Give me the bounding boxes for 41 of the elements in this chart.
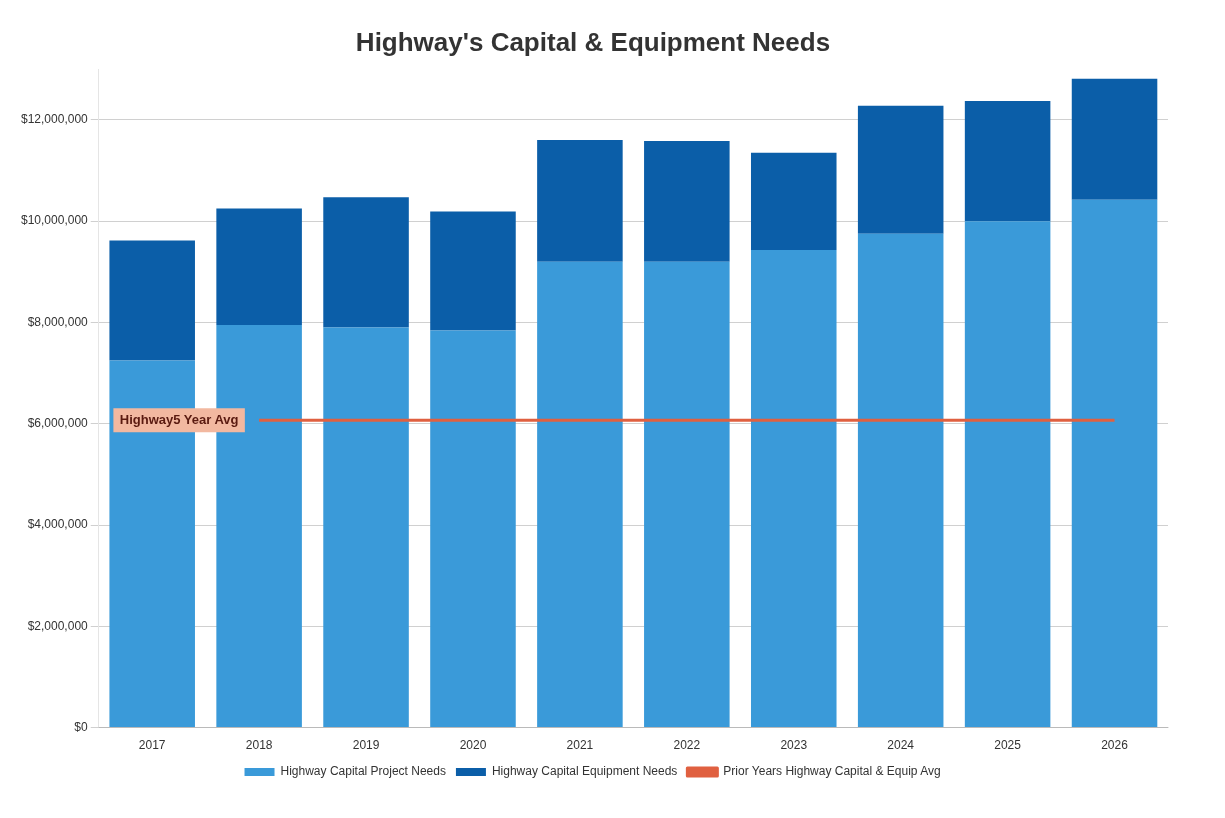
- legend-label: Prior Years Highway Capital & Equip Avg: [723, 764, 941, 779]
- y-tick-label: $10,000,000: [21, 213, 89, 228]
- x-tick-label: 2023: [780, 738, 808, 753]
- bar: [216, 324, 302, 728]
- y-tick-label: $4,000,000: [27, 517, 89, 532]
- y-tick-label: $8,000,000: [27, 314, 89, 329]
- bar: [750, 250, 837, 728]
- legend-label: Highway Capital Equipment Needs: [491, 764, 678, 779]
- x-tick-label: 2019: [352, 738, 380, 753]
- annotation: Highway5 Year Avg: [119, 411, 239, 427]
- bar: [430, 330, 516, 728]
- bar: [644, 261, 730, 728]
- bar: [964, 221, 1051, 728]
- bar: [537, 140, 623, 262]
- x-tick-label: 2018: [245, 738, 273, 753]
- bar: [323, 327, 409, 728]
- y-tick-label: $2,000,000: [27, 618, 89, 633]
- bar: [1071, 78, 1158, 200]
- x-tick-label: 2021: [566, 738, 594, 753]
- chart-title: Highway's Capital & Equipment Needs: [355, 26, 831, 57]
- bar: [430, 211, 516, 331]
- bar: [216, 208, 302, 325]
- x-tick-label: 2024: [887, 738, 915, 753]
- bar: [1071, 199, 1158, 728]
- x-tick-label: 2017: [138, 738, 166, 753]
- y-tick-label: $6,000,000: [27, 416, 89, 431]
- y-tick-label: $12,000,000: [21, 112, 89, 127]
- x-tick-label: 2026: [1101, 738, 1129, 753]
- bar: [537, 261, 623, 728]
- bar: [323, 197, 409, 328]
- y-tick-label: $0: [74, 719, 89, 734]
- bar: [857, 233, 944, 728]
- x-tick-label: 2025: [994, 738, 1022, 753]
- x-tick-label: 2022: [673, 738, 701, 753]
- legend-label: Highway Capital Project Needs: [280, 764, 446, 779]
- x-tick-label: 2020: [459, 738, 487, 753]
- bar: [109, 240, 195, 361]
- bar: [857, 105, 944, 234]
- bar: [644, 141, 730, 262]
- bar: [750, 152, 837, 251]
- bar: [964, 101, 1051, 222]
